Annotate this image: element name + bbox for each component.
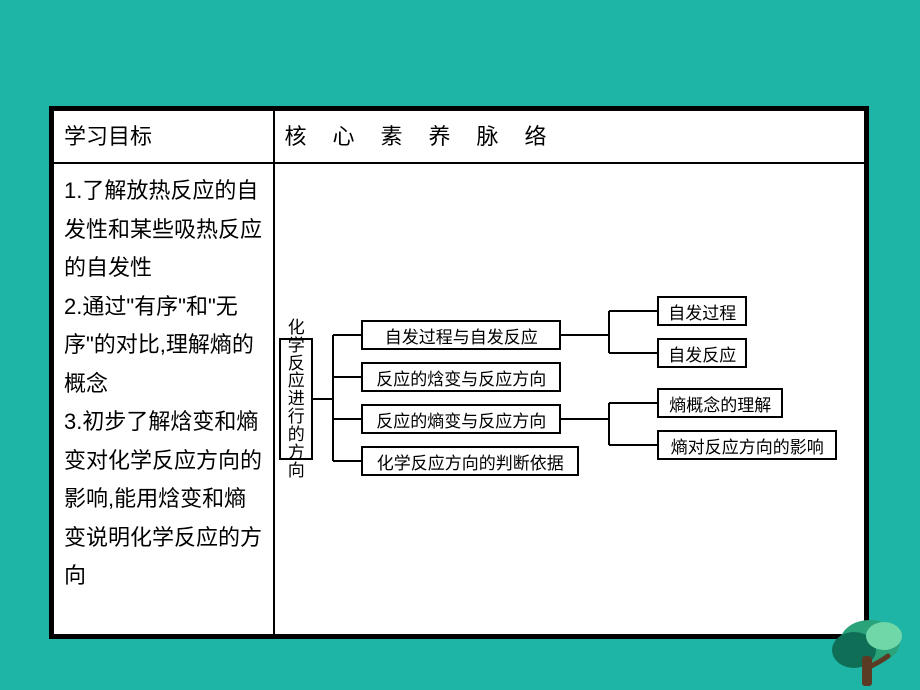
objective-item: 2.通过"有序"和"无序"的对比,理解熵的概念 bbox=[64, 288, 263, 404]
diagram-leaf-node: 自发反应 bbox=[657, 338, 747, 368]
diagram-mid-node: 反应的焓变与反应方向 bbox=[361, 362, 561, 392]
diagram-root: 化学反应进行的方向 bbox=[279, 338, 313, 460]
concept-diagram: 化学反应进行的方向 自发过程与自发反应 反应的焓变与反应方向 反应的熵变与反应方… bbox=[279, 294, 859, 504]
header-objectives: 学习目标 bbox=[52, 109, 274, 164]
objectives-cell: 1.了解放热反应的自发性和某些吸热反应的自发性 2.通过"有序"和"无序"的对比… bbox=[52, 163, 274, 636]
content-table: 学习目标 核 心 素 养 脉 络 1.了解放热反应的自发性和某些吸热反应的自发性… bbox=[49, 106, 869, 639]
diagram-mid-node: 化学反应方向的判断依据 bbox=[361, 446, 579, 476]
diagram-root-label: 化学反应进行的方向 bbox=[281, 319, 311, 480]
objective-item: 1.了解放热反应的自发性和某些吸热反应的自发性 bbox=[64, 172, 263, 288]
diagram-leaf-node: 熵概念的理解 bbox=[657, 388, 783, 418]
diagram-mid-node: 反应的熵变与反应方向 bbox=[361, 404, 561, 434]
tree-decoration-icon bbox=[810, 616, 910, 686]
header-mindmap: 核 心 素 养 脉 络 bbox=[274, 109, 867, 164]
diagram-leaf-node: 自发过程 bbox=[657, 296, 747, 326]
slide: 学习目标 核 心 素 养 脉 络 1.了解放热反应的自发性和某些吸热反应的自发性… bbox=[0, 0, 920, 690]
diagram-mid-node: 自发过程与自发反应 bbox=[361, 320, 561, 350]
objective-item: 3.初步了解焓变和熵变对化学反应方向的影响,能用焓变和熵变说明化学反应的方向 bbox=[64, 403, 263, 596]
diagram-leaf-node: 熵对反应方向的影响 bbox=[657, 430, 837, 460]
diagram-cell: 化学反应进行的方向 自发过程与自发反应 反应的焓变与反应方向 反应的熵变与反应方… bbox=[274, 163, 867, 636]
